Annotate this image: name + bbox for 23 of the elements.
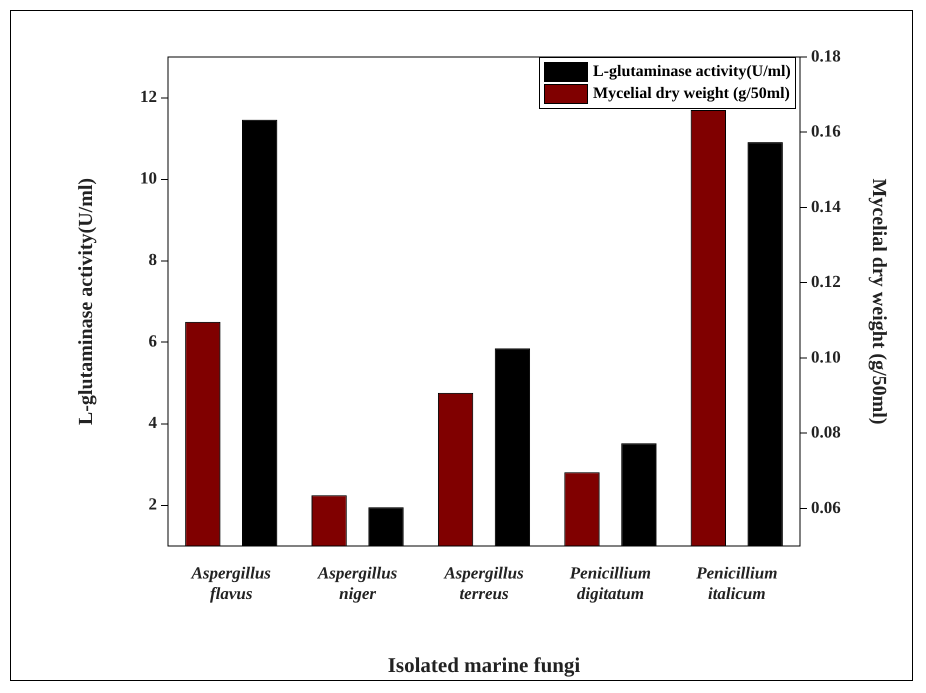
x-tick-label: Penicillium digitatum	[568, 564, 652, 603]
legend-label: Mycelial dry weight (g/50ml)	[593, 85, 790, 103]
x-axis-title: Isolated marine fungi	[388, 652, 580, 677]
x-tick-label: Aspergillus flavus	[190, 564, 272, 603]
x-tick-label: Aspergillus terreus	[443, 564, 524, 603]
y2-axis-title: Mycelial dry weight (g/50ml)	[868, 178, 890, 425]
y2-tick-label: 0.06	[811, 498, 841, 517]
y-axis-title: L-glutaminase activity(U/ml)	[75, 178, 98, 426]
y2-tick-label: 0.10	[811, 347, 841, 366]
y-tick-label: 8	[148, 250, 157, 270]
legend-label: L-glutaminase activity(U/ml)	[593, 63, 791, 81]
x-tick-label: Aspergillus niger	[316, 564, 398, 603]
y2-tick-label: 0.12	[811, 272, 841, 292]
y2-tick-label: 0.18	[811, 46, 841, 66]
y-tick-label: 10	[140, 168, 157, 188]
x-tick-label: Penicillium italicum	[695, 564, 778, 603]
y-tick-label: 2	[148, 494, 157, 514]
y-tick-label: 6	[148, 332, 157, 351]
y2-tick-label: 0.08	[811, 422, 841, 442]
y-tick-label: 4	[148, 413, 158, 432]
y-tick-label: 12	[140, 87, 157, 106]
y2-tick-label: 0.16	[811, 122, 841, 141]
y2-tick-label: 0.14	[811, 196, 842, 216]
